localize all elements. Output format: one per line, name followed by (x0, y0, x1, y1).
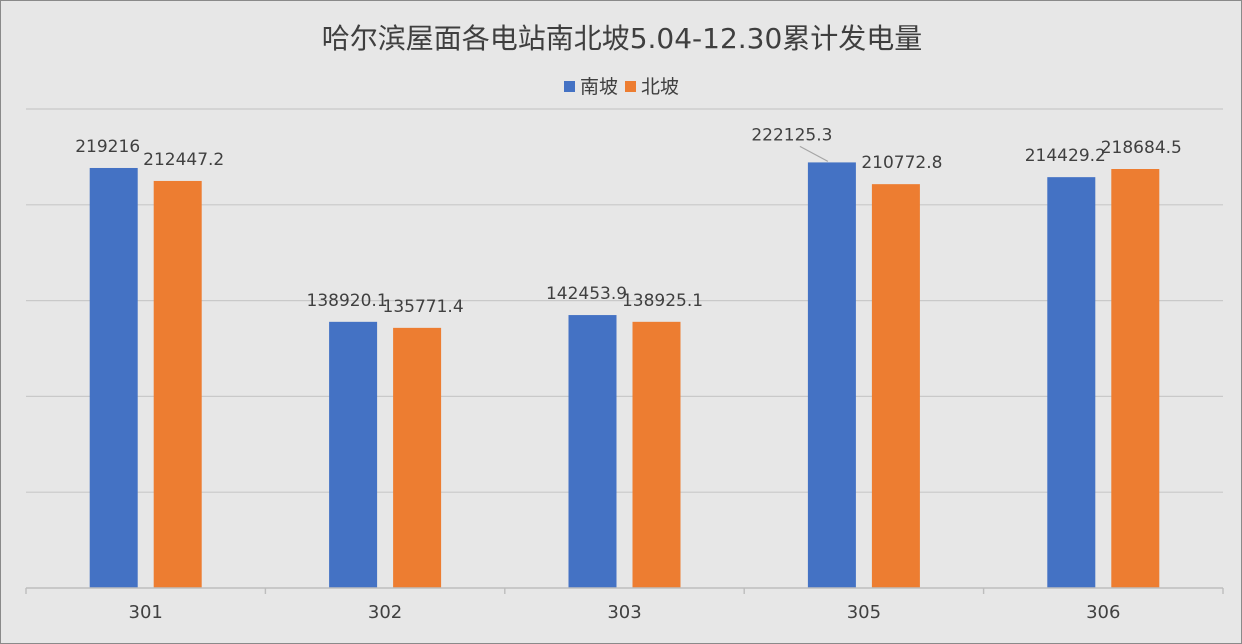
bar-north-302 (393, 327, 442, 588)
legend-swatch-south (564, 81, 575, 92)
legend-label-north: 北坡 (641, 76, 679, 98)
bar-south-306 (1047, 177, 1096, 588)
legend-label-south: 南坡 (580, 76, 618, 98)
bar-north-301 (153, 180, 202, 588)
data-label-north-303: 138925.1 (622, 291, 703, 311)
bars (89, 162, 1160, 589)
x-axis: 301 302 303 305 306 (25, 587, 1224, 623)
data-label-north-306: 218684.5 (1101, 138, 1182, 158)
legend-swatch-north (625, 81, 636, 92)
bar-north-305 (871, 184, 920, 589)
data-label-south-306: 214429.2 (1025, 146, 1106, 166)
x-tick-label-301: 301 (129, 602, 163, 623)
data-label-north-305: 210772.8 (861, 153, 942, 173)
label-leader-line (799, 145, 829, 162)
x-tick-label-305: 305 (847, 602, 881, 623)
bar-south-302 (329, 321, 378, 588)
bar-south-305 (807, 162, 856, 588)
x-tick-label-306: 306 (1086, 602, 1120, 623)
data-label-south-303: 142453.9 (546, 284, 627, 304)
data-label-north-302: 135771.4 (383, 297, 464, 317)
chart-title: 哈尔滨屋面各电站南北坡5.04-12.30累计发电量 (322, 22, 923, 55)
x-tick-label-302: 302 (368, 602, 402, 623)
gridlines (26, 108, 1223, 493)
data-label-south-305: 222125.3 (751, 125, 832, 145)
bar-south-303 (568, 315, 617, 588)
legend: 南坡 北坡 (564, 76, 679, 98)
bar-north-306 (1111, 169, 1160, 589)
data-label-north-301: 212447.2 (143, 150, 224, 170)
data-label-south-301: 219216 (75, 137, 140, 157)
data-label-south-302: 138920.1 (307, 291, 388, 311)
bar-south-301 (89, 167, 138, 588)
x-tick-label-303: 303 (607, 602, 641, 623)
bar-north-303 (632, 321, 681, 588)
